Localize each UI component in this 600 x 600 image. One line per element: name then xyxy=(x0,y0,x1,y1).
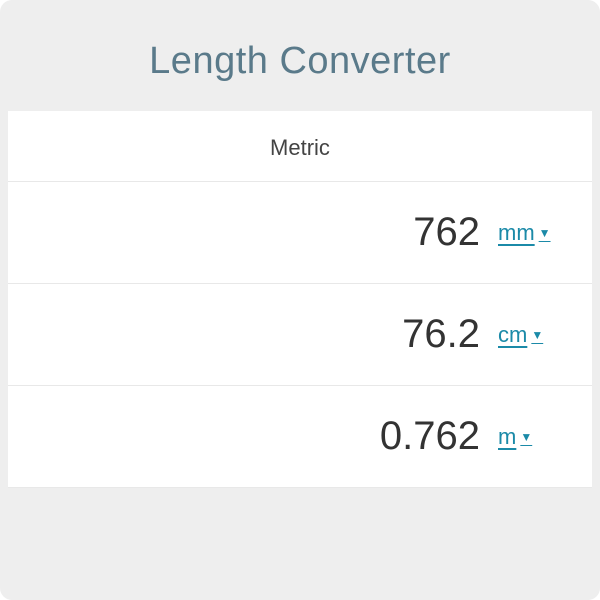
conversion-row: 76.2 cm ▼ xyxy=(8,284,592,386)
converter-card: Length Converter Metric 762 mm ▼ 76.2 cm… xyxy=(0,0,600,600)
unit-select-mm[interactable]: mm ▼ xyxy=(498,220,568,246)
conversion-row: 0.762 m ▼ xyxy=(8,386,592,488)
chevron-down-icon: ▼ xyxy=(539,226,551,240)
conversion-row: 762 mm ▼ xyxy=(8,182,592,284)
page-title: Length Converter xyxy=(8,40,592,83)
unit-label: m xyxy=(498,424,516,450)
value-display[interactable]: 762 xyxy=(413,210,480,255)
chevron-down-icon: ▼ xyxy=(520,430,532,444)
card-header: Length Converter xyxy=(8,8,592,111)
unit-label: mm xyxy=(498,220,535,246)
content-area: Metric 762 mm ▼ 76.2 cm ▼ 0.762 m ▼ xyxy=(8,111,592,488)
unit-select-cm[interactable]: cm ▼ xyxy=(498,322,568,348)
section-label: Metric xyxy=(8,111,592,182)
chevron-down-icon: ▼ xyxy=(531,328,543,342)
unit-label: cm xyxy=(498,322,527,348)
value-display[interactable]: 0.762 xyxy=(380,414,480,459)
value-display[interactable]: 76.2 xyxy=(402,312,480,357)
unit-select-m[interactable]: m ▼ xyxy=(498,424,568,450)
